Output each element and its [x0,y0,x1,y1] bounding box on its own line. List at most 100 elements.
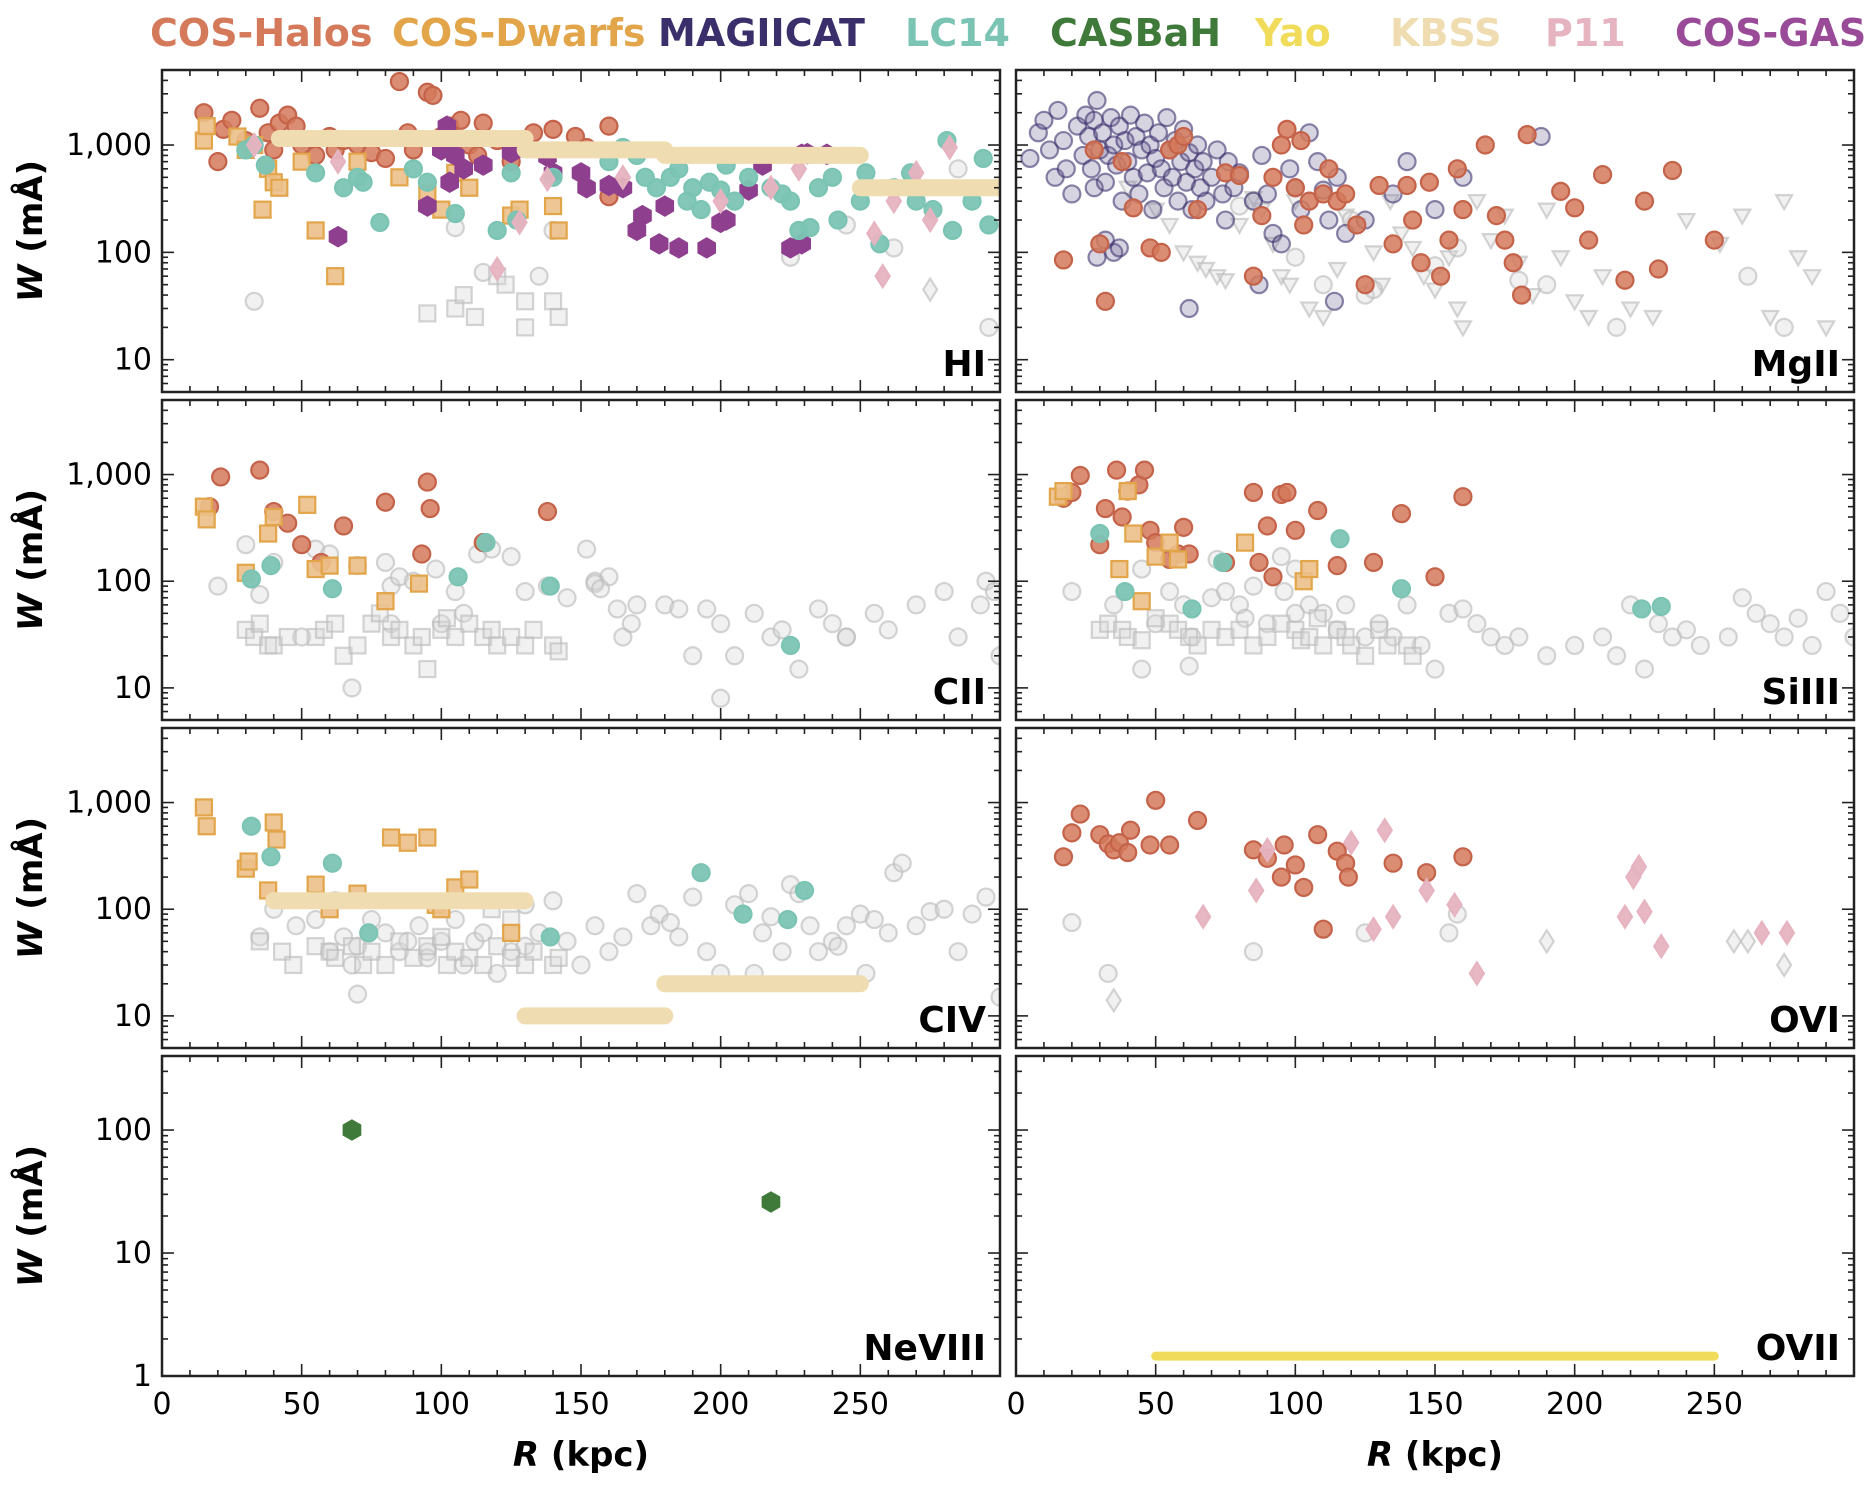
point-lc14 [501,163,521,183]
point-nondetection [1495,635,1515,656]
series-nondetection-tri-down [1117,180,1836,338]
point-nondetection [342,678,362,698]
point-cos-halos [1648,259,1669,279]
point-lc14 [359,923,379,943]
point-cos-halos [1495,230,1515,250]
point-magiicat [1120,105,1141,125]
point-nondetection [409,916,429,936]
point-cos-dwarfs [239,852,258,871]
point-p11 [488,255,506,283]
point-p11 [511,209,528,236]
point-nondetection [446,942,465,961]
point-cos-halos [1403,210,1423,230]
point-magiicat [1271,234,1291,254]
point-cos-halos [1095,291,1115,311]
series-kbss-bar [265,892,869,1025]
point-nondetection [1439,603,1459,623]
point-nondetection [1565,635,1585,656]
point-magiicat [1187,135,1208,155]
point-cos-gass [577,176,596,199]
point-nondetection [627,595,647,615]
point-magiicat [1168,191,1188,211]
point-cos-halos [1308,500,1328,521]
ion-label-siiii: SiIII [1762,672,1840,713]
point-cos-halos [1277,482,1297,503]
point-nondetection [920,901,940,922]
x-axis-title: R (kpc) [1367,1435,1503,1475]
point-cos-halos [543,119,563,139]
point-nondetection [306,937,325,956]
point-cos-halos [1257,516,1278,536]
point-cos-gass [454,158,473,180]
point-lc14 [1090,523,1110,544]
point-p11 [762,174,780,201]
point-nondetection [1802,635,1822,656]
point-nondetection [1159,217,1180,236]
point-lc14 [417,172,437,192]
point-nondetection [738,884,759,904]
point-nondetection [621,614,641,634]
point-cos-dwarfs [1168,550,1188,569]
point-cos-halos [1187,810,1208,831]
point-cos-halos [375,492,396,512]
point-magiicat [1062,184,1082,204]
point-cos-halos [1453,847,1473,867]
point-lc14 [691,200,711,220]
point-nondetection [1132,559,1152,579]
point-nondetection [418,937,437,956]
point-nondetection [1732,588,1752,608]
x-tick-label: 0 [1006,1387,1025,1422]
point-cos-halos [1430,266,1451,286]
ion-label-ovii: OVII [1756,1328,1840,1369]
point-cos-dwarfs [348,152,367,171]
panel-cii: 10 100 1,000 CII [66,398,1002,722]
point-nondetection [501,547,521,567]
point-nondetection [948,942,968,962]
point-nondetection [1274,581,1294,602]
point-nondetection [1105,987,1123,1014]
point-nondetection [892,853,912,873]
point-nondetection [1537,275,1557,295]
point-p11 [1630,853,1648,880]
point-nondetection [828,936,848,956]
point-lc14 [306,163,326,183]
point-nondetection [1229,217,1250,236]
point-nondetection [1132,659,1152,679]
ion-label-mgii: MgII [1752,344,1840,385]
point-cos-halos [1151,242,1171,262]
point-cos-gass [655,195,675,217]
point-nondetection [1425,659,1445,679]
point-cos-dwarfs [259,524,278,543]
series-nondetection-square [418,267,568,337]
x-tick-label: 50 [283,1387,321,1422]
point-cos-dwarfs [1300,559,1319,579]
point-nondetection [1788,250,1809,268]
point-magiicat [1162,167,1183,187]
point-cos-halos [1120,820,1141,840]
point-nondetection [878,620,898,640]
point-nondetection [934,581,954,602]
ion-label-neviii: NeVIII [863,1328,986,1369]
point-cos-gass [328,225,348,248]
point-cos-halos [1503,253,1523,273]
point-cos-halos [1070,465,1090,486]
point-p11 [865,220,883,247]
point-nondetection [1760,614,1780,634]
point-nondetection [292,627,312,647]
point-nondetection [1606,646,1627,666]
point-nondetection [1378,636,1397,655]
series-p11-diamond [1194,817,1796,987]
point-magiicat [1039,140,1060,160]
x-tick-label: 100 [1267,1387,1324,1422]
point-cos-dwarfs [418,828,437,847]
point-magiicat [1109,238,1129,258]
point-nondetection [1179,656,1199,676]
panel-neviii: 1 10 100 0 50 100 150 200 250 NeVIII [95,1054,1002,1422]
point-cos-halos [1277,119,1297,139]
point-nondetection [1536,202,1557,220]
point-nondetection [236,535,256,555]
point-cos-halos [1285,178,1305,198]
panel-frame [160,398,1002,722]
series-nondetection-diamond [921,276,939,303]
point-cos-halos [1271,867,1291,887]
